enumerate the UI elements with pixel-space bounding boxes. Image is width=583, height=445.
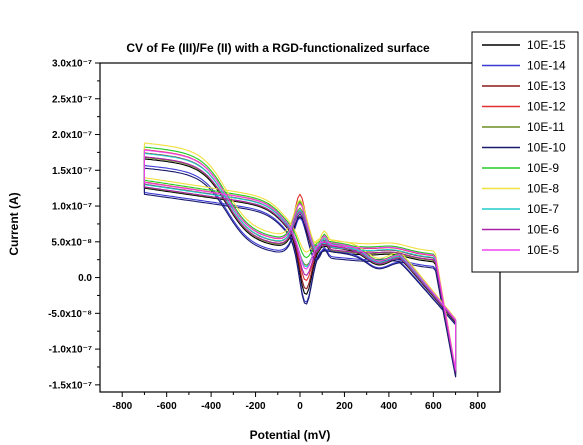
legend-label: 10E-7 — [527, 202, 559, 216]
series-line-10e-6 — [143, 156, 457, 373]
chart-title: CV of Fe (III)/Fe (II) with a RGD-functi… — [126, 41, 430, 55]
legend: 10E-15 10E-14 10E-13 10E-12 10E-11 10E-10 10E-… — [471, 31, 579, 273]
legend-label: 10E-6 — [527, 223, 559, 237]
series-curves — [143, 142, 457, 378]
y-tick-label: 1.0x10⁻⁷ — [52, 202, 92, 213]
x-axis-label: Potential (mV) — [250, 428, 331, 442]
y-tick-label: -1.5x10⁻⁷ — [49, 380, 92, 391]
plot-area-border — [99, 62, 501, 393]
y-tick-label: 3.0x10⁻⁷ — [52, 59, 92, 70]
legend-label: 10E-14 — [527, 59, 566, 73]
y-axis-ticks: 3.0x10⁻⁷ 2.5x10⁻⁷ 2.0x10⁻⁷ 1.5x10⁻⁷ 1.0x10⁻⁷… — [48, 59, 100, 391]
x-tick-label: -400 — [201, 401, 221, 412]
y-tick-label: 0.0 — [78, 273, 92, 284]
plot-frame — [99, 62, 501, 393]
legend-label: 10E-8 — [527, 182, 559, 196]
legend-label: 10E-11 — [527, 120, 565, 134]
x-tick-label: -200 — [246, 401, 266, 412]
legend-label: 10E-15 — [527, 38, 566, 52]
legend-label: 10E-5 — [527, 243, 559, 257]
x-axis-ticks: -800 -600 -400 -200 0 200 400 600 800 — [112, 392, 487, 412]
legend-box — [471, 31, 579, 273]
series-line-10e-10 — [143, 167, 457, 378]
y-tick-label: -5.0x10⁻⁸ — [48, 309, 92, 320]
series-line-10e-5 — [143, 149, 457, 371]
legend-label: 10E-13 — [527, 79, 566, 93]
y-axis-label: Current (A) — [7, 192, 21, 255]
x-tick-label: 800 — [469, 401, 486, 412]
x-tick-label: 200 — [336, 401, 353, 412]
x-tick-label: 400 — [381, 401, 398, 412]
legend-label: 10E-10 — [527, 141, 566, 155]
y-tick-label: 2.0x10⁻⁷ — [52, 130, 92, 141]
y-tick-label: 1.5x10⁻⁷ — [52, 166, 92, 177]
y-tick-label: 5.0x10⁻⁸ — [51, 237, 92, 248]
y-tick-label: -1.0x10⁻⁷ — [49, 345, 92, 356]
x-tick-label: 600 — [425, 401, 442, 412]
x-tick-label: -600 — [157, 401, 177, 412]
x-tick-label: -800 — [112, 401, 132, 412]
legend-label: 10E-12 — [527, 100, 566, 114]
x-tick-label: 0 — [297, 401, 303, 412]
legend-label: 10E-9 — [527, 161, 559, 175]
y-tick-label: 2.5x10⁻⁷ — [52, 94, 92, 105]
